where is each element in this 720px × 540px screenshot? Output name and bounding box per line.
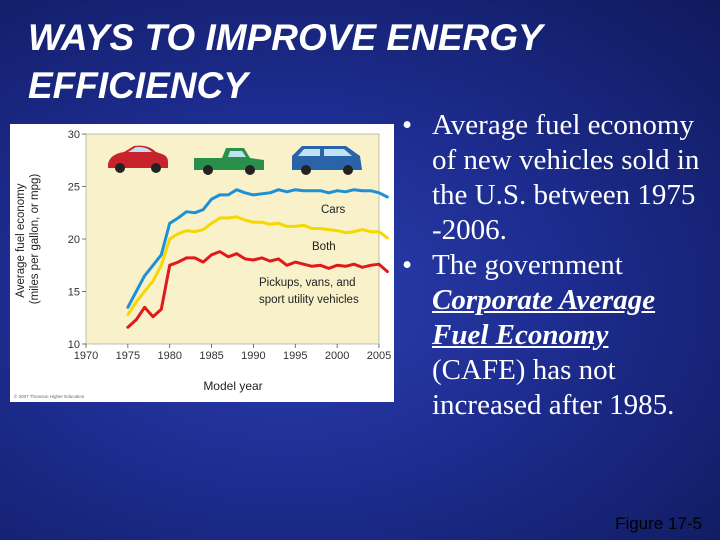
series-label-both: Both — [312, 241, 336, 253]
x-tick-label: 2000 — [325, 350, 349, 362]
x-axis-title: Model year — [203, 379, 262, 393]
x-tick-label: 1990 — [241, 350, 265, 362]
y-tick-label: 25 — [68, 182, 80, 194]
x-tick-label: 2005 — [367, 350, 391, 362]
series-label-trucks: Pickups, vans, and sport utility vehicle… — [259, 277, 359, 306]
suv-icon — [292, 146, 362, 175]
title-line-1: WAYS TO IMPROVE ENERGY — [28, 17, 543, 58]
x-tick-label: 1985 — [199, 350, 223, 362]
bullet-item-1: • Average fuel economy of new vehicles s… — [400, 108, 700, 248]
series-label-trucks-line-2: sport utility vehicles — [259, 294, 359, 306]
x-tick-label: 1970 — [74, 350, 98, 362]
y-axis-title-line-2: (miles per gallon, or mpg) — [29, 174, 41, 305]
y-tick-label: 15 — [68, 287, 80, 299]
series-line-cars — [126, 188, 389, 309]
copyright-note: © 2007 Thomson Higher Education — [14, 393, 85, 399]
series-label-cars: Cars — [321, 204, 346, 216]
y-axis-title-line-1: Average fuel economy — [15, 183, 27, 297]
title-line-2: EFFICIENCY — [28, 65, 248, 106]
bullet-dot: • — [402, 249, 413, 281]
sedan-car-icon — [108, 145, 168, 173]
figure-reference: Figure 17-5 — [615, 514, 702, 533]
cafe-term: Corporate Average Fuel Economy — [432, 284, 656, 351]
pickup-truck-icon — [194, 148, 264, 175]
series-line-both — [126, 215, 389, 317]
bullet-dot: • — [402, 109, 413, 141]
bullet-text-1: Average fuel economy of new vehicles sol… — [432, 109, 700, 246]
bullet-text-2-post: (CAFE) has not increased after 1985. — [432, 354, 675, 421]
chart-series — [126, 188, 389, 329]
y-axis-title: Average fuel economy (miles per gallon, … — [15, 174, 41, 305]
y-tick-label: 20 — [68, 234, 80, 246]
slide-title: WAYS TO IMPROVE ENERGY EFFICIENCY — [28, 14, 628, 110]
chart-axes: 10 15 20 25 30 1970 1975 1980 1985 1990 1995 2000 20… — [68, 129, 391, 362]
x-tick-label: 1995 — [283, 350, 307, 362]
series-label-trucks-line-1: Pickups, vans, and — [259, 277, 356, 289]
fuel-economy-chart: 10 15 20 25 30 1970 1975 1980 1985 1990 1995 2000 20… — [14, 129, 391, 399]
y-tick-label: 30 — [68, 129, 80, 141]
bullet-text-2-pre: The government — [432, 249, 623, 281]
y-tick-label: 10 — [68, 339, 80, 351]
series-line-trucks — [126, 250, 389, 329]
fuel-economy-figure: 10 15 20 25 30 1970 1975 1980 1985 1990 1995 2000 20… — [10, 124, 394, 402]
x-tick-label: 1975 — [116, 350, 140, 362]
bullet-list: • Average fuel economy of new vehicles s… — [400, 108, 700, 423]
x-tick-label: 1980 — [157, 350, 181, 362]
bullet-item-2: • The government Corporate Average Fuel … — [400, 248, 700, 423]
